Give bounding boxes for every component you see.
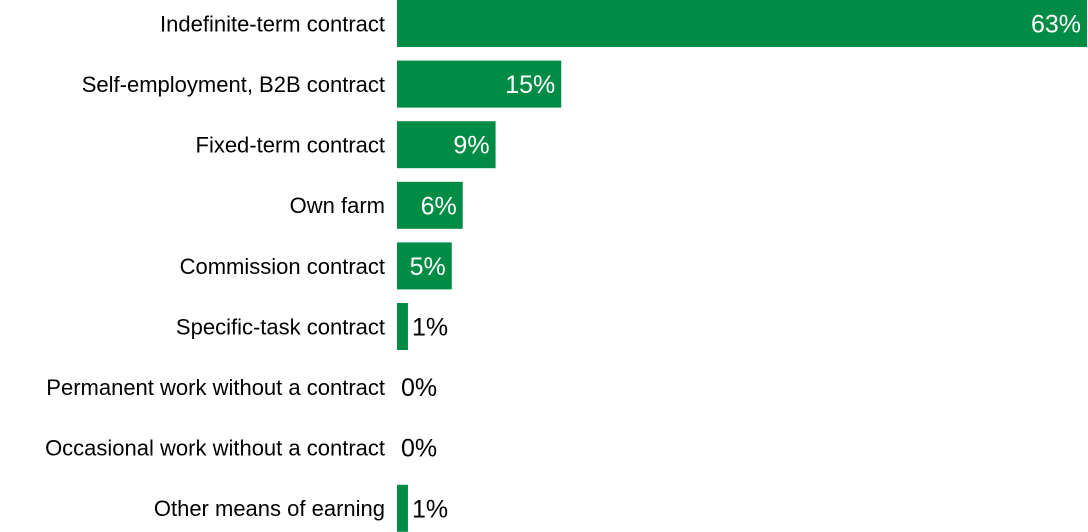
- bar-commission-contract: [397, 242, 452, 290]
- value-label-occasional-work-without-a-contract: 0%: [401, 435, 437, 463]
- value-label-own-farm: 6%: [421, 192, 457, 220]
- category-label-other-means-of-earning: Other means of earning: [154, 496, 385, 521]
- category-label-permanent-work-without-a-contract: Permanent work without a contract: [46, 375, 385, 400]
- value-label-specific-task-contract: 1%: [412, 314, 448, 342]
- value-label-permanent-work-without-a-contract: 0%: [401, 374, 437, 402]
- bars: [397, 0, 1087, 532]
- category-label-own-farm: Own farm: [290, 193, 385, 218]
- category-label-self-employment-b2b-contract: Self-employment, B2B contract: [82, 72, 385, 97]
- value-label-commission-contract: 5%: [410, 253, 446, 281]
- bar-other-means-of-earning: [397, 484, 408, 532]
- value-label-other-means-of-earning: 1%: [412, 495, 448, 523]
- bar-own-farm: [397, 181, 463, 229]
- bar-indefinite-term-contract: [397, 0, 1087, 47]
- category-labels: Indefinite-term contract Self-employment,…: [45, 11, 385, 521]
- bar-self-employment-b2b-contract: [397, 60, 562, 108]
- category-label-occasional-work-without-a-contract: Occasional work without a contract: [45, 436, 385, 461]
- category-label-indefinite-term-contract: Indefinite-term contract: [160, 11, 385, 36]
- category-label-fixed-term-contract: Fixed-term contract: [196, 133, 386, 158]
- category-label-commission-contract: Commission contract: [180, 254, 385, 279]
- value-labels: 63% 15% 9% 6% 5% 1% 0% 0% 1%: [401, 11, 1081, 524]
- value-label-fixed-term-contract: 9%: [453, 132, 489, 160]
- bar-specific-task-contract: [397, 303, 408, 350]
- category-label-specific-task-contract: Specific-task contract: [176, 314, 385, 339]
- value-label-indefinite-term-contract: 63%: [1031, 11, 1081, 39]
- value-label-self-employment-b2b-contract: 15%: [505, 71, 555, 99]
- bar-fixed-term-contract: [397, 121, 496, 169]
